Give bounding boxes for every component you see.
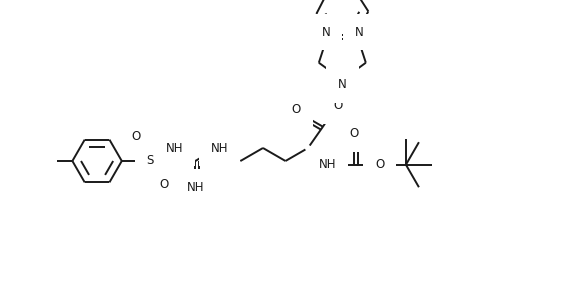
Text: S: S [147, 154, 154, 167]
Text: N: N [321, 26, 330, 39]
Text: O: O [350, 127, 359, 140]
Text: N: N [338, 73, 347, 86]
Text: NH: NH [166, 142, 184, 154]
Text: NH: NH [211, 142, 229, 154]
Text: O: O [375, 158, 384, 171]
Text: NH: NH [319, 158, 337, 171]
Text: O: O [160, 178, 169, 191]
Text: O: O [292, 103, 301, 116]
Text: N: N [338, 78, 347, 91]
Text: O: O [333, 99, 342, 112]
Text: N: N [355, 26, 363, 39]
Text: NH: NH [187, 181, 204, 194]
Text: O: O [132, 130, 141, 143]
